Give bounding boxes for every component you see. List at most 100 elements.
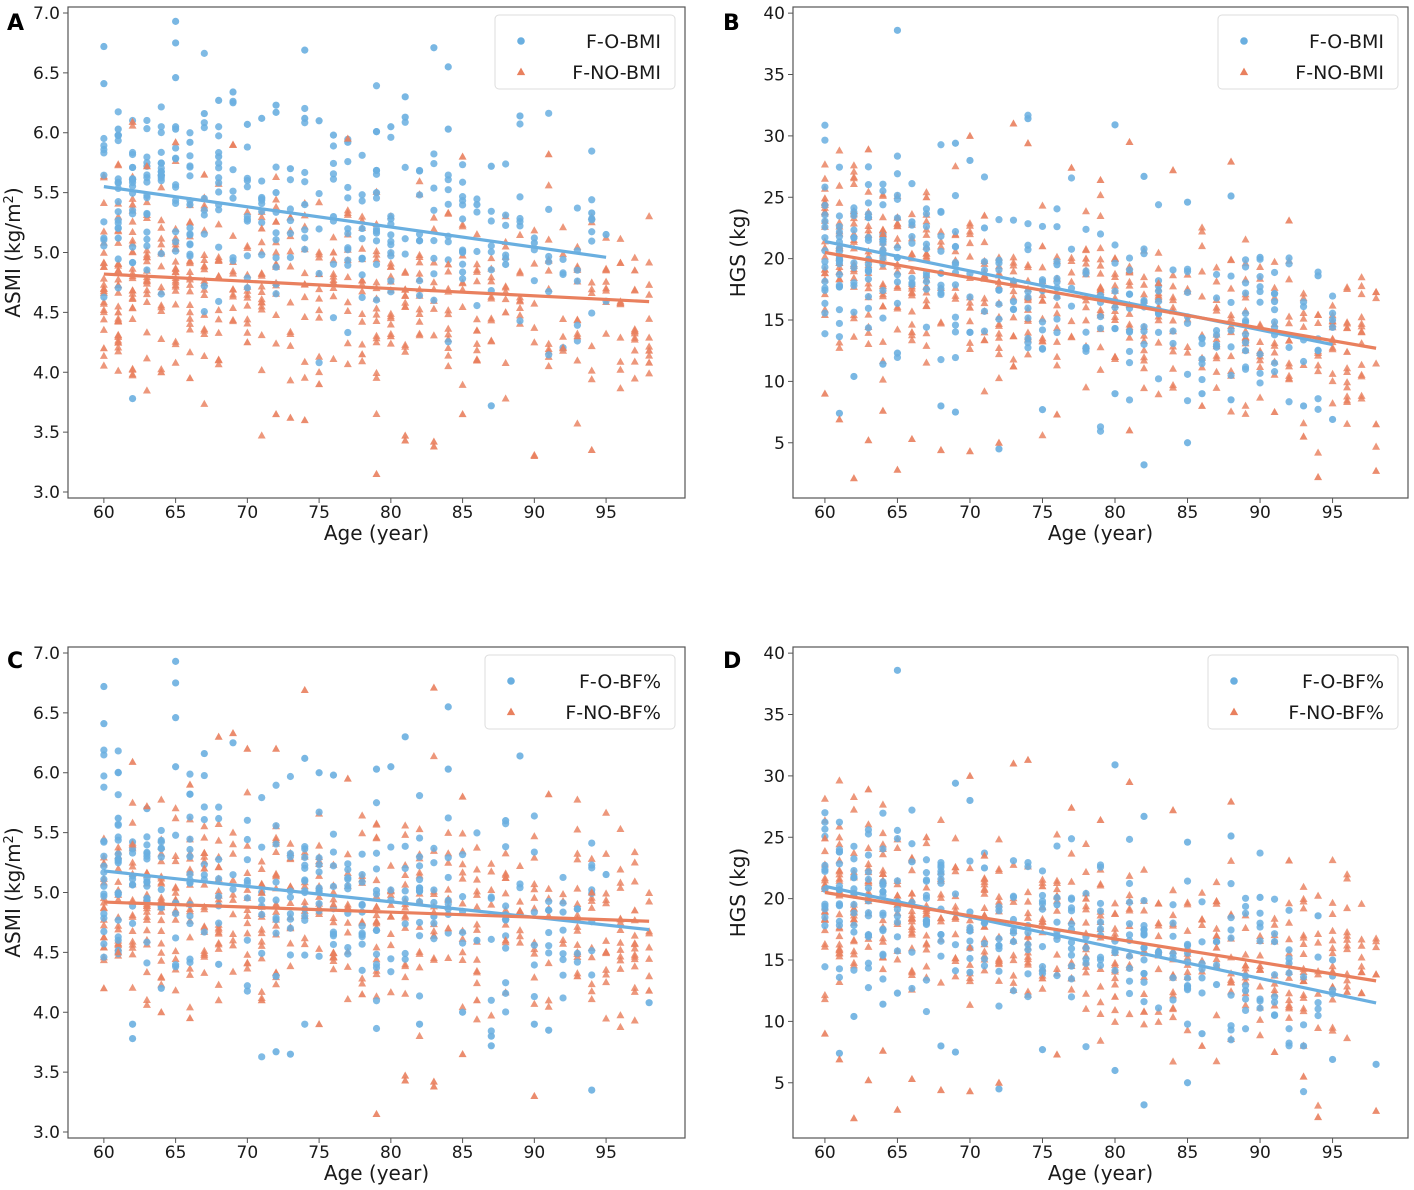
data-point-no (878, 850, 887, 858)
data-point-o (1053, 223, 1061, 231)
data-point-no (1270, 407, 1279, 416)
data-point-no (820, 160, 829, 168)
data-point-no (200, 864, 209, 872)
data-point-no (501, 920, 510, 928)
y-tick-label: 7.0 (33, 4, 60, 24)
data-point-no (1343, 928, 1352, 936)
data-point-no (835, 945, 844, 953)
data-point-o (995, 300, 1003, 308)
data-point-no (142, 246, 151, 254)
data-point-no (157, 223, 166, 231)
data-point-o (401, 733, 409, 741)
data-point-no (1082, 254, 1090, 262)
data-point-o (1198, 1030, 1206, 1038)
data-point-o (864, 181, 873, 189)
data-point-no (1212, 383, 1221, 391)
data-point-no (142, 162, 151, 170)
data-point-no (429, 1082, 438, 1090)
plot-frame (792, 6, 1409, 499)
data-point-no (602, 899, 611, 907)
data-point-o (559, 899, 567, 907)
data-point-o (1024, 946, 1032, 954)
data-point-no (573, 315, 582, 323)
data-point-no (1256, 931, 1265, 940)
data-point-no (994, 329, 1003, 337)
data-point-no (878, 828, 887, 837)
data-point-o (893, 918, 902, 926)
data-point-no (114, 302, 123, 310)
data-point-o (372, 865, 381, 873)
data-point-no (835, 822, 844, 830)
data-point-no (128, 264, 137, 272)
data-point-o (995, 1002, 1003, 1010)
data-point-o (243, 856, 251, 864)
data-point-no (272, 172, 281, 181)
data-point-no (171, 851, 180, 860)
data-point-o (502, 944, 510, 952)
data-point-o (821, 136, 829, 144)
data-point-no (820, 794, 829, 802)
data-point-o (430, 898, 438, 907)
data-point-no (1140, 989, 1149, 997)
data-point-no (1285, 1004, 1294, 1012)
data-point-no (157, 183, 166, 191)
data-point-o (487, 894, 495, 902)
data-point-no (200, 399, 209, 407)
data-point-no (1212, 277, 1221, 285)
x-tick-label: 85 (452, 503, 474, 523)
legend-label: F-NO-BMI (1295, 62, 1384, 84)
data-point-o (951, 258, 960, 267)
x-tick-label: 65 (887, 1143, 909, 1163)
x-tick-label: 65 (165, 503, 187, 523)
data-point-no (1023, 987, 1032, 995)
data-point-no (1372, 287, 1381, 295)
data-point-no (1314, 318, 1323, 327)
data-point-no (878, 279, 887, 288)
data-point-no (171, 358, 180, 366)
data-point-no (965, 943, 974, 951)
data-point-no (1299, 419, 1308, 427)
data-point-o (922, 856, 931, 864)
data-point-no (157, 878, 166, 886)
data-point-o (286, 772, 295, 781)
data-point-no (1357, 899, 1366, 907)
data-point-o (229, 194, 237, 202)
data-point-no (214, 255, 223, 264)
data-point-no (99, 280, 108, 288)
data-point-no (849, 805, 858, 813)
data-point-o (215, 159, 223, 167)
data-point-no (1125, 137, 1134, 145)
data-point-o (1125, 254, 1134, 262)
data-point-o (1111, 966, 1119, 975)
data-point-o (415, 834, 424, 842)
data-point-no (315, 944, 324, 952)
data-point-o (114, 769, 122, 777)
data-point-no (128, 818, 137, 826)
data-point-no (128, 840, 137, 848)
legend-label: F-NO-BF% (565, 702, 661, 724)
data-point-no (616, 1022, 625, 1030)
y-axis-label-close: ) (1, 187, 25, 195)
data-point-o (487, 162, 495, 170)
data-point-no (1096, 998, 1105, 1006)
data-point-no (401, 347, 410, 355)
data-point-no (185, 1014, 194, 1022)
data-point-no (243, 315, 252, 323)
data-point-no (157, 926, 166, 935)
data-point-o (329, 940, 338, 949)
data-point-o (186, 845, 194, 854)
data-point-o (458, 215, 467, 223)
data-point-o (1328, 956, 1337, 964)
data-point-no (878, 915, 887, 924)
data-point-o (821, 913, 829, 921)
data-point-o (444, 63, 452, 71)
data-point-no (501, 889, 510, 897)
data-point-no (835, 940, 844, 948)
data-point-no (257, 224, 266, 232)
data-point-o (358, 900, 366, 909)
data-point-o (1241, 309, 1250, 318)
data-point-no (214, 996, 223, 1004)
data-point-o (850, 866, 858, 875)
data-point-no (1299, 432, 1308, 440)
data-point-o (100, 862, 108, 870)
